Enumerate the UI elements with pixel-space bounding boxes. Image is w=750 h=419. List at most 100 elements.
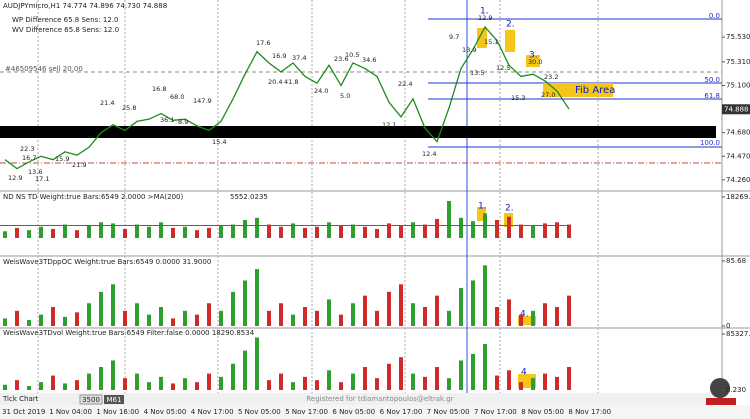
x-tick-label: 8 Nov 05:00 (521, 408, 564, 416)
panel-mark: 4. (520, 310, 529, 320)
info-line: WV Difference 65.8 Sens: 12.0 (12, 26, 119, 34)
bar (507, 370, 511, 390)
tab-box[interactable] (104, 395, 124, 404)
bar (459, 360, 463, 390)
swing-label: 34.6 (362, 56, 376, 64)
ma-value: 5552.0235 (230, 193, 268, 201)
bar (147, 314, 151, 326)
y-tick-label: 74.680 (726, 129, 750, 137)
bar (15, 310, 19, 326)
bar (375, 378, 379, 390)
x-tick-label: 6 Nov 17:00 (380, 408, 423, 416)
swing-label: 21.4 (100, 99, 114, 107)
swing-label: 22.4 (398, 80, 412, 88)
swing-label: 10.5 (345, 51, 359, 59)
bar (387, 363, 391, 390)
bar (327, 370, 331, 390)
bar (387, 223, 391, 238)
bar (351, 373, 355, 390)
bar (207, 303, 211, 326)
bar (375, 229, 379, 238)
bar (471, 280, 475, 326)
tab-bar (0, 393, 722, 405)
panel-title: ND NS TD Weight:true Bars:6549 2.0000 >M… (3, 193, 184, 201)
tab[interactable]: Tick Chart (2, 395, 39, 403)
bar (447, 310, 451, 326)
bar (363, 367, 367, 390)
bar (27, 386, 31, 390)
bar (387, 291, 391, 326)
bar (435, 367, 439, 390)
bar (519, 314, 523, 326)
tab[interactable]: 3500 (82, 396, 100, 404)
tab-box[interactable] (79, 394, 103, 405)
swing-label: 15.1 (484, 38, 498, 46)
info-line: WP Difference 65.8 Sens: 12.0 (12, 16, 119, 24)
order-label: #46509546 sell 20.00 (5, 65, 83, 73)
bar (243, 280, 247, 326)
bar (495, 307, 499, 326)
bar (87, 373, 91, 390)
bar (15, 227, 19, 238)
swing-label: 8.9 (178, 118, 188, 126)
bar (279, 373, 283, 390)
bar (519, 382, 523, 390)
bar (147, 226, 151, 238)
zoom-button[interactable] (710, 378, 730, 398)
bar (135, 303, 139, 326)
swing-label: 41.8 (284, 78, 298, 86)
y-tick-label: 0 (726, 322, 730, 330)
bar (507, 216, 511, 238)
bar (135, 224, 139, 238)
bar (87, 303, 91, 326)
bar (411, 373, 415, 390)
panel-title: WeisWave3TDppOC Weight:true Bars:6549 0.… (3, 258, 211, 266)
fib-area-label: Fib Area (575, 85, 615, 96)
bar (471, 353, 475, 390)
bar (543, 303, 547, 326)
swing-label: 9.7 (449, 33, 459, 41)
panel-title: WeisWave3TDvol Weight:true Bars:6549 Fil… (3, 329, 255, 337)
y-tick-label: 74.470 (726, 152, 750, 160)
swing-label: 23.2 (544, 73, 558, 81)
bar (75, 230, 79, 238)
wave-mark: 1. (480, 7, 489, 17)
bar (363, 226, 367, 238)
swing-label: 30.0 (528, 58, 542, 66)
bar (39, 314, 43, 326)
swing-label: 36.1 (160, 116, 174, 124)
swing-label: 37.4 (292, 54, 306, 62)
bar (171, 227, 175, 238)
close-button[interactable] (706, 398, 736, 405)
wave-box (505, 30, 515, 52)
swing-label: 23.6 (334, 55, 348, 63)
bar (411, 303, 415, 326)
tab[interactable]: M61 (107, 396, 122, 404)
x-tick-label: 4 Nov 17:00 (191, 408, 234, 416)
bar (363, 295, 367, 326)
x-tick-label: 5 Nov 05:00 (238, 408, 281, 416)
bar (423, 307, 427, 326)
x-tick-label: 6 Nov 05:00 (332, 408, 375, 416)
bar (123, 310, 127, 326)
bar (279, 226, 283, 238)
bar (555, 376, 559, 390)
bar (3, 231, 7, 238)
bar (531, 310, 535, 326)
bar (27, 319, 31, 326)
x-tick-label: 1 Nov 04:00 (49, 408, 92, 416)
bar (555, 307, 559, 326)
bar (411, 222, 415, 238)
bar (75, 380, 79, 390)
bar (231, 363, 235, 390)
panel-mark: 4 (521, 368, 527, 378)
bar (159, 376, 163, 390)
bar (255, 337, 259, 390)
x-tick-label: 31 Oct 2019 (2, 408, 45, 416)
bar (399, 284, 403, 326)
bar (147, 382, 151, 390)
swing-label: 27.0 (541, 91, 555, 99)
swing-label: 13.5 (470, 69, 484, 77)
bar (135, 373, 139, 390)
highlight-band (0, 126, 716, 138)
